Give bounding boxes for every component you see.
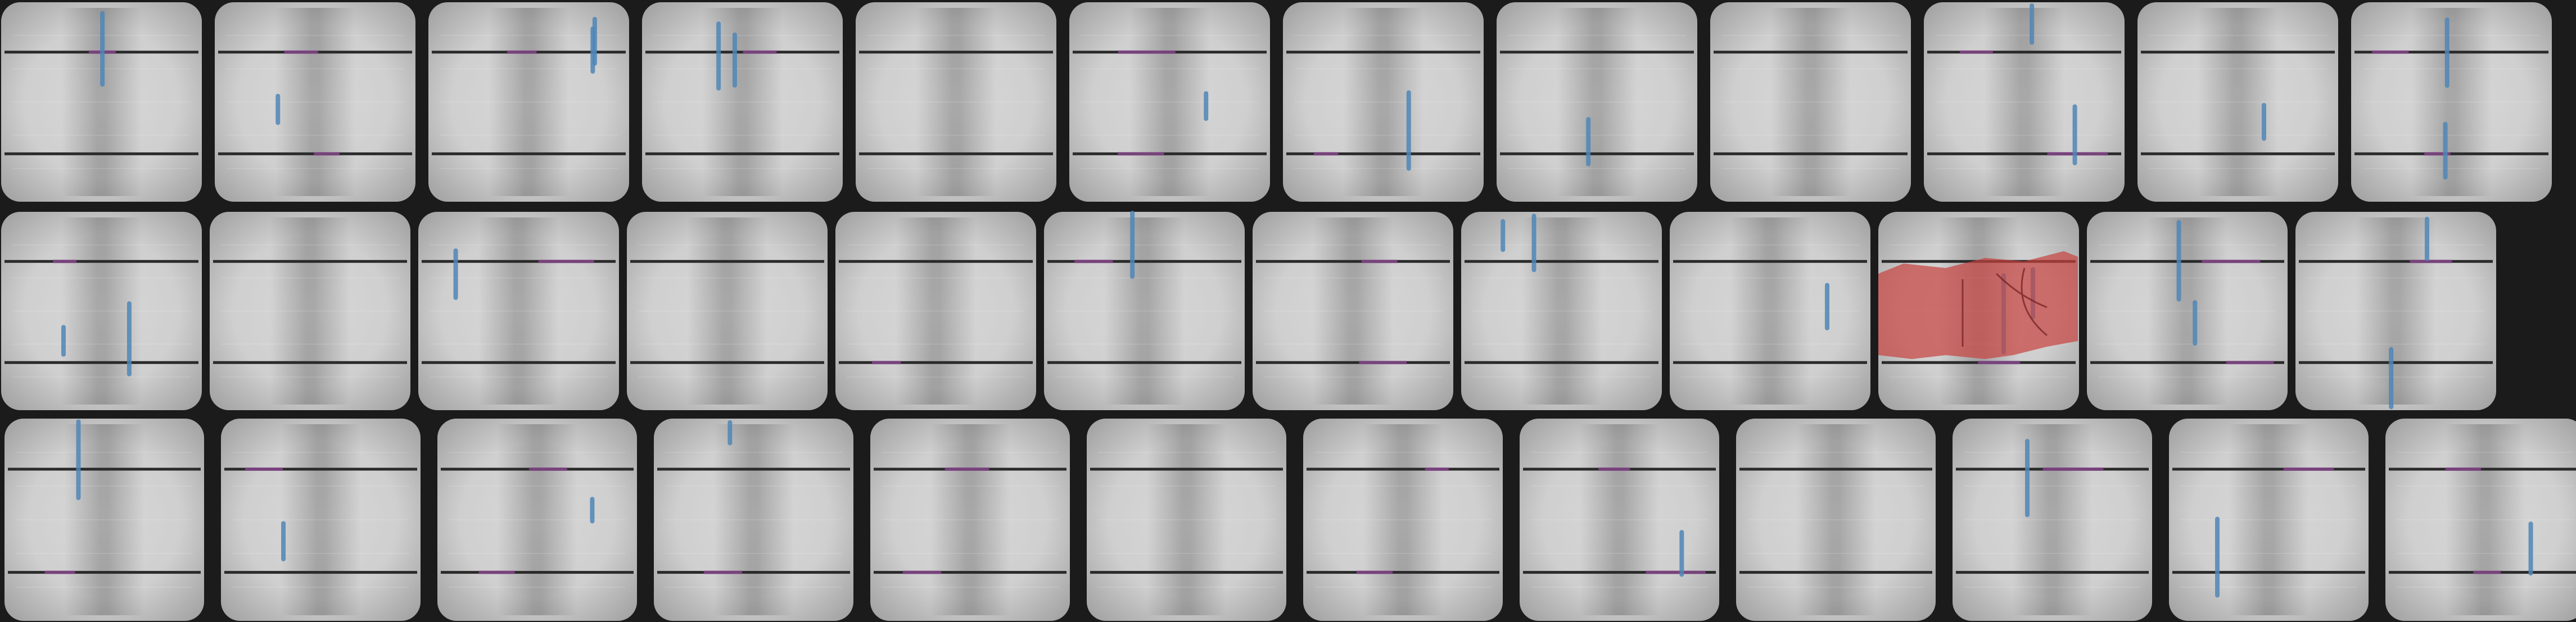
solar-cell	[1303, 419, 1503, 621]
solar-cell	[221, 419, 421, 621]
solar-cell	[1878, 212, 2079, 410]
solar-cell	[2351, 2, 2552, 202]
solar-cell	[1044, 211, 1245, 410]
solar-cell	[1670, 212, 1870, 410]
solar-cell	[2385, 419, 2576, 621]
solar-cell	[856, 2, 1056, 202]
solar-cell	[437, 419, 637, 621]
solar-cell	[1, 212, 202, 410]
solar-cell	[418, 212, 619, 410]
solar-cell	[1710, 2, 1911, 202]
solar-cell	[2295, 212, 2496, 410]
solar-cell	[1069, 2, 1270, 202]
solar-cell	[215, 2, 415, 202]
solar-cell	[1497, 2, 1697, 202]
solar-cell	[654, 419, 853, 621]
solar-cell	[642, 2, 843, 202]
solar-cell	[870, 419, 1070, 621]
solar-cell	[1087, 419, 1286, 621]
solar-cell	[2087, 212, 2288, 410]
defect-region	[1878, 251, 2078, 359]
solar-cell	[1953, 419, 2152, 621]
solar-cell	[4, 419, 204, 621]
solar-cell	[1736, 419, 1936, 621]
solar-cell	[1461, 212, 1662, 410]
solar-cell	[2137, 2, 2338, 202]
solar-cell	[1283, 2, 1484, 202]
solar-cell	[2169, 419, 2369, 621]
solar-cell	[627, 212, 828, 410]
solar-cell	[428, 2, 629, 202]
solar-cell	[1924, 2, 2125, 202]
solar-cell	[1253, 212, 1453, 410]
solar-cell	[1520, 419, 1719, 621]
solar-cell	[210, 212, 410, 410]
solar-cell	[835, 212, 1036, 410]
solar-cell	[1, 2, 202, 202]
